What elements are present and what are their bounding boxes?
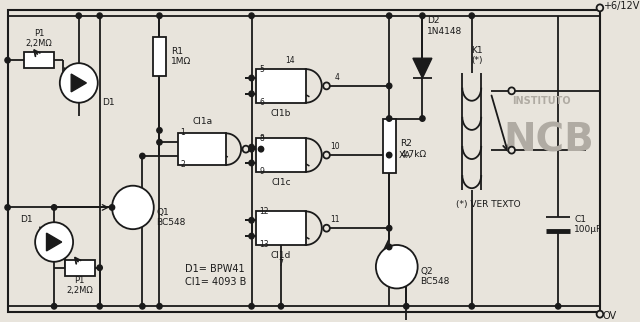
- Bar: [179, 133, 226, 165]
- Circle shape: [387, 225, 392, 231]
- Circle shape: [97, 13, 102, 19]
- Bar: [65, 260, 95, 276]
- Text: K1
(*): K1 (*): [470, 46, 483, 65]
- Circle shape: [323, 225, 330, 232]
- Text: CI1a: CI1a: [192, 118, 212, 127]
- Circle shape: [76, 13, 81, 19]
- Circle shape: [35, 222, 73, 262]
- Circle shape: [323, 82, 330, 90]
- Circle shape: [387, 116, 392, 121]
- Text: NCB: NCB: [503, 121, 594, 159]
- Circle shape: [420, 13, 425, 19]
- Circle shape: [249, 303, 254, 309]
- Circle shape: [249, 147, 254, 152]
- Text: Q1
BC548: Q1 BC548: [157, 208, 186, 227]
- Text: P1
2,2MΩ: P1 2,2MΩ: [67, 276, 93, 295]
- Text: 9: 9: [259, 167, 264, 176]
- Circle shape: [157, 13, 162, 19]
- Circle shape: [51, 303, 57, 309]
- Circle shape: [420, 116, 425, 121]
- Circle shape: [249, 75, 254, 81]
- Circle shape: [157, 139, 162, 145]
- Text: (*) VER TEXTO: (*) VER TEXTO: [456, 200, 520, 209]
- Bar: [153, 36, 166, 76]
- Text: 5: 5: [259, 65, 264, 74]
- Text: D1: D1: [20, 215, 33, 224]
- Text: CI1= 4093 B: CI1= 4093 B: [185, 277, 246, 287]
- Bar: [256, 211, 306, 245]
- Circle shape: [157, 128, 162, 133]
- Polygon shape: [413, 58, 432, 78]
- Text: 14: 14: [285, 56, 295, 65]
- Circle shape: [243, 146, 249, 153]
- Circle shape: [97, 303, 102, 309]
- Circle shape: [259, 147, 264, 152]
- Circle shape: [249, 160, 254, 166]
- Text: CI1b: CI1b: [271, 109, 291, 118]
- Text: CI1d: CI1d: [271, 251, 291, 260]
- Polygon shape: [71, 74, 86, 92]
- Circle shape: [112, 186, 154, 229]
- Circle shape: [387, 83, 392, 89]
- Text: D2
1N4148: D2 1N4148: [427, 16, 462, 35]
- Text: 2: 2: [180, 160, 185, 169]
- Polygon shape: [47, 233, 61, 251]
- Text: 7: 7: [278, 259, 284, 268]
- Text: P1
2,2MΩ: P1 2,2MΩ: [26, 29, 52, 48]
- Text: 4: 4: [335, 73, 340, 82]
- Text: XA: XA: [399, 151, 412, 160]
- Circle shape: [249, 233, 254, 239]
- Text: D1= BPW41: D1= BPW41: [185, 264, 244, 274]
- Text: 3: 3: [259, 135, 264, 144]
- Circle shape: [5, 205, 10, 210]
- Bar: [24, 52, 54, 68]
- Circle shape: [387, 152, 392, 158]
- Circle shape: [323, 152, 330, 158]
- Circle shape: [469, 303, 474, 309]
- Text: 8: 8: [259, 134, 264, 143]
- Circle shape: [278, 303, 284, 309]
- Circle shape: [376, 245, 418, 289]
- Circle shape: [249, 218, 254, 223]
- Circle shape: [157, 303, 162, 309]
- Text: 1: 1: [180, 128, 185, 137]
- Circle shape: [387, 244, 392, 250]
- Text: R1
1MΩ: R1 1MΩ: [171, 47, 191, 66]
- Text: 6: 6: [259, 98, 264, 107]
- Bar: [256, 69, 306, 103]
- Bar: [256, 138, 306, 172]
- Text: D1: D1: [102, 98, 115, 107]
- Circle shape: [508, 87, 515, 94]
- Circle shape: [5, 57, 10, 63]
- Text: C1
100µF: C1 100µF: [574, 214, 602, 234]
- Text: OV: OV: [603, 311, 617, 321]
- Text: INSTITUTO: INSTITUTO: [512, 96, 570, 106]
- Circle shape: [596, 5, 604, 11]
- Circle shape: [60, 63, 98, 103]
- Circle shape: [97, 265, 102, 270]
- Bar: [383, 118, 396, 173]
- Text: +6/12V: +6/12V: [603, 1, 639, 11]
- Text: CI1c: CI1c: [271, 178, 291, 187]
- Circle shape: [140, 153, 145, 159]
- Circle shape: [249, 91, 254, 97]
- Text: 11: 11: [330, 215, 340, 224]
- Circle shape: [508, 147, 515, 154]
- Text: Q2
BC548: Q2 BC548: [420, 267, 450, 286]
- Text: R2
4,7kΩ: R2 4,7kΩ: [401, 139, 427, 159]
- Text: 13: 13: [259, 240, 269, 249]
- Circle shape: [109, 205, 115, 210]
- Circle shape: [596, 311, 604, 317]
- Text: 12: 12: [259, 207, 269, 216]
- Circle shape: [249, 144, 254, 150]
- Circle shape: [387, 13, 392, 19]
- Circle shape: [140, 303, 145, 309]
- Circle shape: [51, 205, 57, 210]
- Text: 10: 10: [330, 142, 340, 151]
- Circle shape: [249, 13, 254, 19]
- Circle shape: [469, 13, 474, 19]
- Circle shape: [556, 303, 561, 309]
- Circle shape: [404, 303, 409, 309]
